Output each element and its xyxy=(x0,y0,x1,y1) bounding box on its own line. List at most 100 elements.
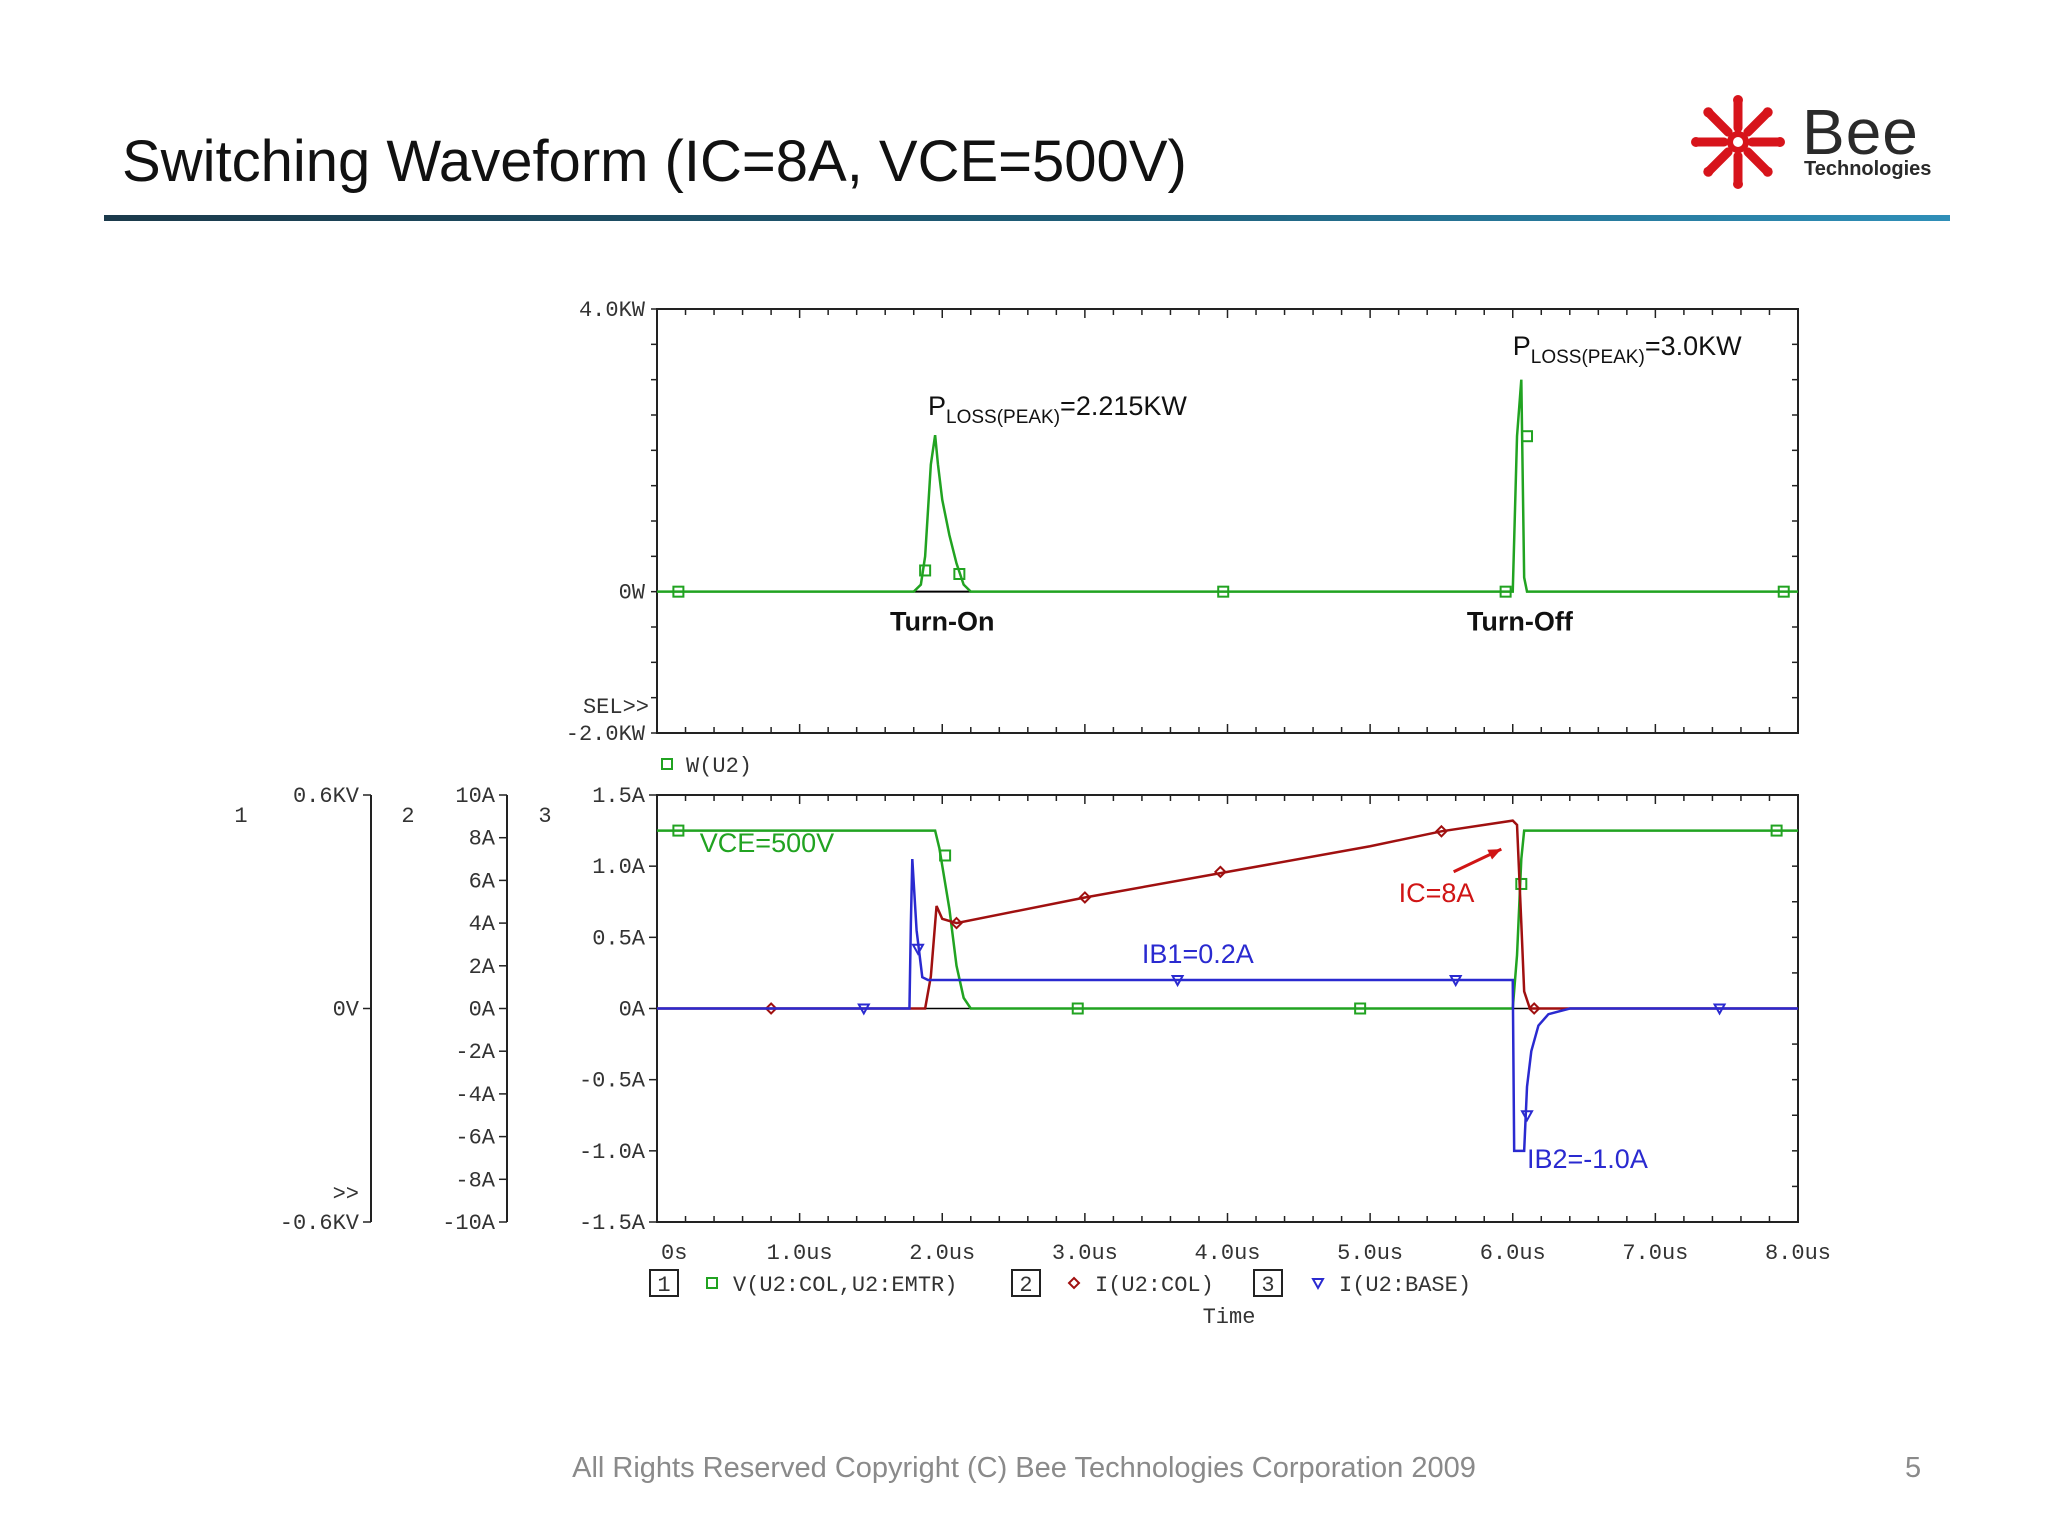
x-tick-label: 0s xyxy=(661,1241,687,1266)
legend-marker xyxy=(706,1277,718,1289)
legend-label: V(U2:COL,U2:EMTR) xyxy=(733,1273,957,1298)
y-axis-3: 1.5A 1.0A 0.5A 0A -0.5A -1.0A -1.5A 3 xyxy=(538,784,658,1236)
y-tick-label: 8A xyxy=(469,827,496,852)
logo-ray xyxy=(1705,147,1733,175)
logo-star-icon xyxy=(1691,95,1785,189)
series-marker xyxy=(764,1002,778,1015)
annotation-main: P xyxy=(1513,331,1531,361)
series-marker xyxy=(1078,891,1092,904)
series-marker xyxy=(1520,1110,1534,1123)
copyright-footer: All Rights Reserved Copyright (C) Bee Te… xyxy=(572,1452,1476,1484)
sel-marker: SEL>> xyxy=(583,695,649,720)
waveform-annotation: IB1=0.2A xyxy=(1142,939,1254,969)
y-tick-label: -2A xyxy=(455,1040,495,1065)
title-divider xyxy=(104,215,1950,221)
y-tick-label: 2A xyxy=(469,955,496,980)
axis-extra: >> xyxy=(333,1182,359,1207)
logo-ray xyxy=(1743,147,1771,175)
logo-ray-dot xyxy=(1691,137,1701,147)
series-marker xyxy=(1777,585,1790,598)
phase-annotation: Turn-Off xyxy=(1467,607,1574,637)
series-marker xyxy=(1712,1003,1727,1016)
series-marker xyxy=(1213,865,1227,879)
ploss-peak-annotation: PLOSS(PEAK)=3.0KW xyxy=(1513,331,1742,368)
axis-number: 2 xyxy=(401,804,414,829)
power-loss-plot: 4.0KW0W-2.0KWSEL>>W(U2)PLOSS(PEAK)=2.215… xyxy=(566,298,1799,779)
x-tick-label: 8.0us xyxy=(1765,1241,1831,1266)
series-marker xyxy=(1435,824,1448,838)
x-tick-label: 6.0us xyxy=(1480,1241,1546,1266)
axis-number: 1 xyxy=(234,804,247,829)
annotation-main: P xyxy=(928,391,946,421)
y-tick-label: 10A xyxy=(455,784,495,809)
annotation-arrowhead xyxy=(1487,849,1502,860)
annotation-rest: =3.0KW xyxy=(1645,331,1742,361)
y-tick-label: 6A xyxy=(469,869,496,894)
legend-axis-id: 3 xyxy=(1261,1273,1274,1298)
y-tick-label: -0.6KV xyxy=(280,1211,360,1236)
logo-ray-dot xyxy=(1703,166,1714,177)
logo-subtext: Technologies xyxy=(1804,158,1931,180)
annotation-rest: =2.215KW xyxy=(1060,391,1187,421)
y-tick-label: -4A xyxy=(455,1083,495,1108)
series-marker xyxy=(672,585,685,598)
logo-ray-dot xyxy=(1733,179,1743,189)
series-marker xyxy=(1449,975,1463,988)
logo-ray-dot xyxy=(1775,137,1785,147)
x-tick-label: 2.0us xyxy=(909,1241,975,1266)
y-axis-2: 10A 8A 6A 4A 2A 0A -2A -4A -6A -8A -10A 2 xyxy=(401,784,508,1236)
x-tick-label: 5.0us xyxy=(1337,1241,1403,1266)
bee-technologies-logo: Bee Technologies xyxy=(1691,95,1931,189)
slide-title: Switching Waveform (IC=8A, VCE=500V) xyxy=(122,129,1187,194)
series-marker xyxy=(1071,1002,1084,1015)
series-line-2 xyxy=(657,858,1798,1153)
series-marker xyxy=(857,1003,871,1016)
waveform-annotation: VCE=500V xyxy=(700,828,834,858)
y-tick-label: -10A xyxy=(442,1211,496,1236)
series-marker xyxy=(953,568,966,580)
waveform-annotation: IC=8A xyxy=(1399,878,1475,908)
logo-ray-dot xyxy=(1703,107,1714,118)
y-tick-label: -2.0KW xyxy=(566,722,646,747)
logo-ray xyxy=(1743,109,1771,137)
series-marker xyxy=(672,824,685,837)
legend-marker xyxy=(1311,1278,1325,1291)
logo-ray-dot xyxy=(1762,166,1773,177)
y-tick-label: 4A xyxy=(469,912,496,937)
y-tick-label: 4.0KW xyxy=(579,298,646,323)
waveform-plot: 0.6KV0V-0.6KV1>>10A8A6A4A2A0A-2A-4A-6A-8… xyxy=(234,784,1831,1330)
y-tick-label: -8A xyxy=(455,1168,495,1193)
waveform-annotation: IB2=-1.0A xyxy=(1527,1144,1648,1174)
y-tick-label: 1.0A xyxy=(592,855,646,880)
page-number: 5 xyxy=(1905,1452,1922,1484)
axis-number: 3 xyxy=(538,804,551,829)
logo-word: Bee xyxy=(1802,96,1919,168)
logo-ray xyxy=(1705,109,1733,137)
legend-axis-box xyxy=(649,1269,679,1297)
y-tick-label: 0V xyxy=(333,998,360,1023)
x-tick-label: 1.0us xyxy=(767,1241,833,1266)
series-marker xyxy=(1770,824,1783,837)
y-tick-label: 0.6KV xyxy=(293,784,360,809)
logo-ray-dot xyxy=(1762,107,1773,118)
series-line-w-u2 xyxy=(657,379,1798,593)
legend-marker xyxy=(661,758,673,770)
y-tick-label: 0A xyxy=(619,998,646,1023)
x-tick-label: 4.0us xyxy=(1194,1241,1260,1266)
logo-ray-dot xyxy=(1733,95,1743,105)
legend-axis-box xyxy=(1253,1269,1283,1297)
legend-marker xyxy=(1067,1276,1081,1290)
y-tick-label: -1.0A xyxy=(579,1140,646,1165)
annotation-sub: LOSS(PEAK) xyxy=(946,407,1060,428)
phase-annotation: Turn-On xyxy=(890,607,994,637)
series-marker xyxy=(950,916,963,930)
series-marker xyxy=(1515,877,1528,890)
legend-axis-id: 1 xyxy=(657,1273,670,1298)
plot-frame xyxy=(656,308,1799,734)
y-tick-label: 0.5A xyxy=(592,926,646,951)
series-marker xyxy=(939,849,952,862)
series-marker xyxy=(1521,430,1534,443)
y-tick-label: 0W xyxy=(619,581,646,606)
series-line-1 xyxy=(657,819,1798,1010)
